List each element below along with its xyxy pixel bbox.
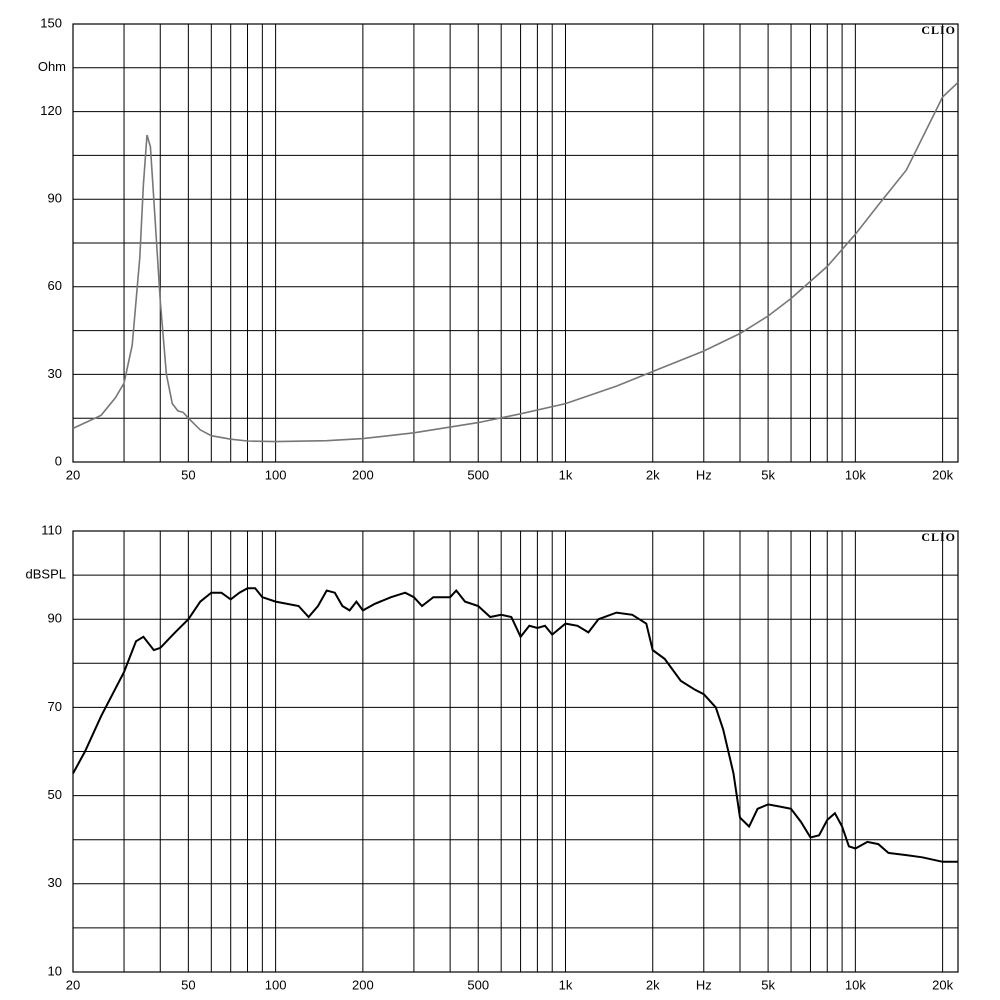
x-tick-label: 200 [352,977,374,992]
x-tick-label: 100 [265,467,287,482]
y-tick-label: 120 [40,103,62,118]
y-axis-label: Ohm [38,59,66,74]
plot-frame [72,23,959,463]
x-tick-label: 500 [467,977,489,992]
y-tick-label: 30 [48,366,62,381]
y-tick-label: 60 [48,278,62,293]
x-tick-label: 1k [559,977,573,992]
plot-frame [72,530,959,973]
x-tick-label: Hz [696,977,712,992]
watermark: CLIO [921,530,956,544]
x-tick-label: 20k [932,977,953,992]
x-tick-label: 1k [559,467,573,482]
x-tick-label: 10k [845,467,866,482]
y-tick-label: 70 [48,699,62,714]
data-line [72,587,958,863]
x-tick-label: 20k [932,467,953,482]
y-tick-label: 30 [48,875,62,890]
x-tick-label: 2k [646,977,660,992]
x-tick-label: 50 [181,467,195,482]
x-tick-label: 10k [845,977,866,992]
y-axis-label: dBSPL [26,567,66,582]
y-tick-label: 90 [48,611,62,626]
y-tick-label: 150 [40,15,62,30]
x-tick-label: 2k [646,467,660,482]
x-tick-label: 20 [66,467,80,482]
y-tick-label: 110 [41,522,62,537]
x-tick-label: 50 [181,977,195,992]
x-tick-label: Hz [696,467,712,482]
y-tick-label: 10 [48,963,62,978]
x-tick-label: 5k [761,977,775,992]
x-tick-label: 500 [467,467,489,482]
y-tick-label: 50 [48,787,62,802]
data-line [72,81,959,443]
y-tick-label: 0 [55,453,62,468]
watermark: CLIO [921,23,956,37]
x-tick-label: 5k [761,467,775,482]
x-tick-label: 20 [66,977,80,992]
y-tick-label: 90 [48,191,62,206]
x-tick-label: 200 [352,467,374,482]
x-tick-label: 100 [265,977,287,992]
